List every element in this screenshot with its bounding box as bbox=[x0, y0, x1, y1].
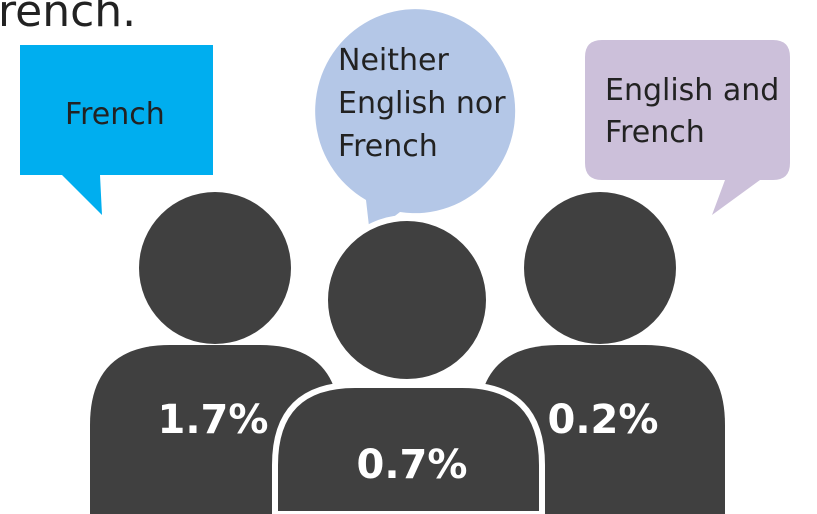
heading: rench. bbox=[0, 0, 136, 37]
bubble-french bbox=[20, 45, 213, 215]
group-label: English and bbox=[605, 73, 779, 108]
group-label: Neither bbox=[338, 43, 449, 78]
person-head bbox=[139, 192, 291, 344]
person-head bbox=[322, 215, 492, 385]
group-value: 0.7% bbox=[357, 442, 468, 488]
group-label: French bbox=[605, 115, 705, 150]
group-label: French bbox=[338, 129, 438, 164]
bubble-both bbox=[585, 40, 790, 215]
group-value: 1.7% bbox=[158, 397, 269, 443]
group-label: French bbox=[65, 97, 165, 132]
person-body bbox=[272, 382, 545, 514]
person-head bbox=[524, 192, 676, 344]
group-value: 0.2% bbox=[548, 397, 659, 443]
group-label: English nor bbox=[338, 86, 506, 121]
bubble-neither bbox=[315, 9, 516, 236]
